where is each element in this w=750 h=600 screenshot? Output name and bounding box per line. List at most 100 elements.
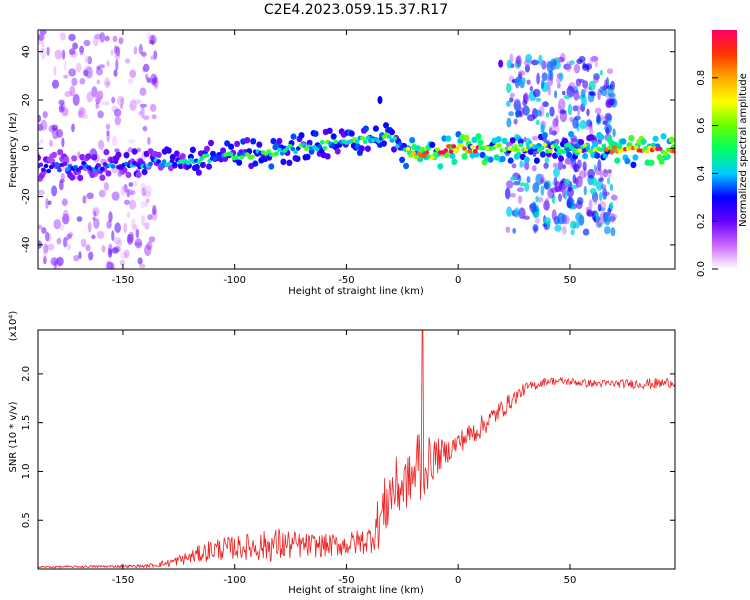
heatmap-blob [38,189,45,196]
heatmap-ridge-cell [443,148,449,153]
heatmap-blob [573,163,580,173]
heatmap-ridge-cell [287,143,293,149]
heatmap-blob [554,224,562,232]
heatmap-blob [59,224,65,231]
heatmap-ridge-cell [598,147,604,152]
heatmap-blob [524,64,531,73]
heatmap-ridge-cell [558,155,564,162]
heatmap-ridge-cell [148,161,154,166]
snr-y-ticks: 0.5 1.0 1.5 2.0 [21,366,675,528]
heatmap-blob [516,187,525,193]
heatmap-ridge-cell [462,146,467,151]
heatmap-blob [53,65,57,76]
heatmap-blob [607,98,616,106]
heatmap-blob [126,188,130,198]
heatmap-blob [120,185,127,196]
heatmap-blob [535,109,542,117]
heatmap-ridge-cell [330,143,336,148]
heatmap-blob [106,130,110,137]
heatmap-blob [144,222,150,230]
heatmap-ridge-cell [372,125,379,132]
heatmap-blob [524,161,530,171]
heatmap-ridge-cell [57,149,64,156]
heatmap-blob [604,79,608,91]
heatmap-blob [71,77,78,87]
heatmap-blob [86,192,94,200]
heatmap-ridge-cell [644,149,650,154]
colorbar-tick-label: 0.6 [696,118,707,134]
heatmap-ridge-cell [432,151,438,157]
heatmap-ridge-cell [553,142,558,148]
heatmap-blob [66,234,70,241]
heatmap-ridge-cell [562,137,568,145]
heatmap-blob [105,123,111,130]
heatmap-blob [526,176,531,184]
heatmap-blob [570,229,575,236]
heatmap-blob [63,60,67,72]
heatmap-blob [583,185,587,196]
heatmap-blob [141,187,147,197]
heatmap-blob [105,81,111,86]
heatmap-blob [536,72,540,85]
heatmap-blob [587,168,595,179]
heatmap-ridge-cell [534,144,540,149]
heatmap-blob [558,193,562,202]
heatmap-blob [98,189,106,198]
heatmap-blob [508,111,514,117]
heatmap-blob [590,55,599,62]
colorbar-tick-label: 0.4 [696,165,707,181]
heatmap-ridge-cell [652,135,659,142]
heatmap-blob [147,136,151,145]
heatmap-blob [606,89,614,94]
heatmap-ridge-cell [105,170,112,177]
heatmap-ridge-cell [620,138,627,145]
heatmap-ridge-cell [294,155,301,162]
heatmap-blob [128,182,134,187]
heatmap-ridge-cell [204,145,210,152]
heatmap-blob [96,90,104,100]
heatmap-blob [509,193,517,198]
snr-x-ticks: -150 -100 -50 0 50 [112,330,576,586]
heatmap-blob [56,237,62,245]
heatmap-blob [586,108,590,117]
heatmap-blob [609,201,614,210]
heatmap-blob [519,160,524,168]
heatmap-ridge-cell [277,147,282,152]
colorbar-ticks: 0.0 0.2 0.4 0.6 0.8 [696,70,718,277]
heatmap-blob [79,78,86,85]
heatmap-blob [584,82,588,93]
heatmap-blob [549,106,555,117]
heatmap-ridge-cell [362,139,368,144]
heatmap-ridge-cell [601,143,607,149]
heatmap-blob [510,176,517,181]
heatmap-blob [149,103,157,112]
heatmap-ridge-cell [250,154,256,159]
heatmap-ridge-cell [256,141,263,148]
heatmap-blob [144,185,152,195]
heatmap-x-tick-label: -100 [223,275,246,286]
heatmap-ridge-cell [172,161,178,167]
heatmap-blob [522,94,528,102]
heatmap-blob [56,256,64,267]
heatmap-blob [580,89,586,98]
heatmap-ridge-cell [446,144,451,149]
heatmap-blob [556,76,562,84]
heatmap-blob [98,139,105,150]
heatmap-ridge-cell [252,160,259,167]
heatmap-blob [535,97,542,102]
heatmap-blob [524,182,530,192]
heatmap-blob [532,165,537,172]
heatmap-ridge-cell [358,145,365,152]
heatmap-blob [54,49,63,60]
heatmap-blob [58,180,64,191]
heatmap-blob [506,206,513,217]
heatmap-ridge-cell [65,167,70,172]
heatmap-ridge-cell [179,153,186,160]
heatmap-ridge-cell [381,140,387,147]
heatmap-blob [96,230,105,239]
heatmap-ridge-cell [322,145,328,151]
heatmap-blob [513,181,521,186]
heatmap-ridge-cell [663,151,668,156]
heatmap-blob [127,234,131,243]
